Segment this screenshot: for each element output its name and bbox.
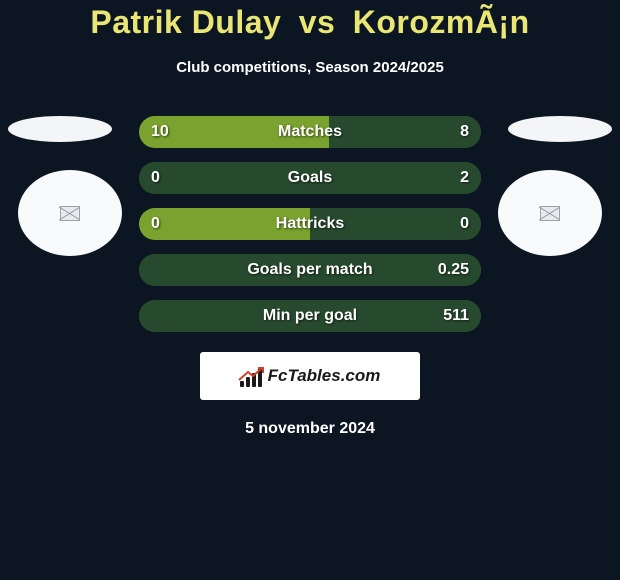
brand-badge: FcTables.com	[200, 352, 420, 400]
player2-club-circle	[498, 170, 602, 256]
stat-label: Matches	[278, 123, 342, 141]
player1-flag-ellipse	[8, 116, 112, 142]
brand-chart-icon	[240, 365, 262, 387]
stat-value-left: 10	[151, 123, 169, 141]
stat-value-right: 0.25	[438, 261, 469, 279]
stat-bars: 10 Matches 8 0 Goals 2 0 Hattricks 0 Goals per ma…	[139, 116, 481, 332]
subtitle: Club competitions, Season 2024/2025	[0, 59, 620, 76]
content-area: 10 Matches 8 0 Goals 2 0 Hattricks 0 Goals per ma…	[0, 116, 620, 438]
image-placeholder-icon	[540, 206, 560, 221]
stat-bar: Goals per match 0.25	[139, 254, 481, 286]
stat-label: Min per goal	[263, 307, 357, 325]
trend-arrow-icon	[238, 367, 264, 381]
stat-bar: 0 Hattricks 0	[139, 208, 481, 240]
stat-value-left: 0	[151, 169, 160, 187]
stat-value-left: 0	[151, 215, 160, 233]
player1-club-circle	[18, 170, 122, 256]
player2-flag-ellipse	[508, 116, 612, 142]
stat-value-right: 2	[460, 169, 469, 187]
player2-name: KorozmÃ¡n	[353, 4, 530, 40]
image-placeholder-icon	[60, 206, 80, 221]
stat-label: Goals per match	[247, 261, 372, 279]
stat-bar-fill-right	[329, 116, 481, 148]
stat-label: Hattricks	[276, 215, 344, 233]
stat-label: Goals	[288, 169, 332, 187]
player1-name: Patrik Dulay	[90, 4, 281, 40]
date-label: 5 november 2024	[0, 420, 620, 438]
stat-bar: Min per goal 511	[139, 300, 481, 332]
comparison-widget: Patrik Dulay vs KorozmÃ¡n Club competiti…	[0, 0, 620, 580]
vs-separator: vs	[299, 4, 336, 40]
brand-text: FcTables.com	[268, 366, 381, 386]
stat-bar: 10 Matches 8	[139, 116, 481, 148]
stat-value-right: 511	[443, 307, 469, 325]
stat-bar: 0 Goals 2	[139, 162, 481, 194]
stat-value-right: 0	[460, 215, 469, 233]
stat-value-right: 8	[460, 123, 469, 141]
page-title: Patrik Dulay vs KorozmÃ¡n	[0, 4, 620, 41]
